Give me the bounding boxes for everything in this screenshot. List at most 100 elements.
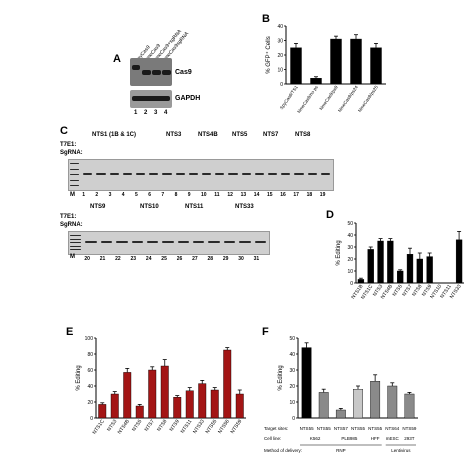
- y-tick-label: 10: [289, 400, 295, 406]
- ladder-band: [70, 238, 82, 240]
- bar: [404, 393, 415, 419]
- bar: [235, 393, 244, 419]
- bar: [98, 404, 107, 419]
- x-tick-label: NTS7: [144, 419, 156, 433]
- gel-band: [162, 240, 174, 243]
- site-label: NTS3: [166, 132, 182, 138]
- x-tick-label: NTS55: [205, 419, 219, 435]
- x-tick-label: NTS56: [217, 419, 231, 435]
- gel-band: [100, 240, 113, 243]
- ladder-band: [70, 245, 82, 247]
- gel-band: [162, 172, 172, 175]
- gel-band: [109, 172, 119, 175]
- y-tick-label: 10: [277, 68, 283, 74]
- gel-band: [254, 172, 264, 175]
- lane-number: 23: [130, 256, 137, 262]
- bar: [416, 258, 423, 284]
- site-label: NTS8: [295, 132, 311, 138]
- bar: [370, 47, 382, 85]
- site-label: NTS11: [185, 204, 204, 210]
- gel-band: [177, 240, 190, 243]
- y-tick-label: 0: [90, 416, 93, 422]
- y-tick-label: 30: [347, 245, 353, 251]
- y-axis-label: % GFP⁺ Cells: [265, 36, 272, 74]
- t7e1-label: T7E1:: [60, 214, 77, 220]
- lane-number: 31: [253, 256, 260, 262]
- marker-label: M: [70, 192, 75, 198]
- cell-line-label: K562: [310, 436, 321, 441]
- lane-number: 7: [161, 192, 165, 198]
- bar: [406, 254, 414, 284]
- gel-band: [241, 172, 251, 175]
- gel-band: [254, 240, 266, 243]
- lane-number: 15: [267, 192, 273, 198]
- x-tick-label: NmeCas9/ps9: [318, 84, 339, 111]
- site-label: NTS5: [232, 132, 248, 138]
- y-tick-label: 0: [350, 281, 353, 287]
- lane-number: 6: [148, 192, 151, 198]
- target-site-label: NTS64: [385, 426, 400, 431]
- bar: [148, 369, 157, 419]
- lane-number: 29: [222, 256, 229, 262]
- chart-f: 0 10 20 30 40 50 % Editing Target sites: Cell li…: [264, 336, 418, 453]
- y-axis-label: % Editing: [76, 365, 82, 390]
- bar: [330, 38, 342, 85]
- y-tick-label: 50: [289, 336, 295, 342]
- lane-number: 17: [293, 192, 299, 198]
- ladder-band: [70, 179, 80, 181]
- ladder-band: [70, 185, 80, 186]
- gel-band: [239, 240, 251, 243]
- lane-number: 5: [135, 192, 138, 198]
- y-tick-label: 30: [289, 368, 295, 374]
- x-tick-label: SpyCas9/TS1: [279, 84, 299, 110]
- x-tick-label: NTS5: [131, 419, 143, 433]
- bar: [173, 396, 182, 419]
- bar: [123, 372, 132, 419]
- x-tick-label: NTS4B: [117, 418, 132, 435]
- x-tick-label: NTS33: [192, 419, 206, 435]
- row-label-target: Target sites:: [264, 426, 288, 431]
- gel-band: [146, 240, 159, 243]
- panel-label-f: F: [262, 326, 269, 338]
- bar: [335, 409, 346, 419]
- blot-band: [132, 96, 170, 101]
- lane-number: 20: [84, 256, 90, 262]
- ladder-band: [70, 235, 82, 236]
- gel-band: [281, 172, 291, 175]
- x-tick-label: NmeCas9/ps24: [337, 84, 359, 113]
- lane-number: 4: [164, 110, 168, 116]
- lane-number: 25: [161, 256, 167, 262]
- marker-label: M: [70, 254, 75, 260]
- t7e1-label: T7E1:: [60, 142, 77, 148]
- y-tick-label: 20: [277, 53, 283, 59]
- ladder-band: [70, 163, 80, 164]
- bar: [318, 392, 329, 419]
- x-tick-label: NmeCas9/no ps: [296, 84, 319, 114]
- gel-band: [307, 172, 317, 175]
- gel-band: [85, 240, 97, 243]
- target-site-label: NTS59: [402, 426, 417, 431]
- y-tick-label: 20: [87, 400, 93, 406]
- y-tick-label: 40: [347, 233, 353, 239]
- lane-number: 2: [95, 192, 99, 198]
- lane-number: 16: [280, 192, 286, 198]
- lane-number: 4: [121, 192, 125, 198]
- cell-line-label: mESC: [386, 436, 400, 441]
- bar: [223, 349, 232, 419]
- lane-number: 14: [253, 192, 260, 198]
- gel-row-1: [68, 159, 334, 191]
- x-tick-label: NTS1C: [92, 418, 107, 435]
- panel-label-a: A: [113, 53, 121, 65]
- y-tick-label: 40: [289, 352, 295, 358]
- method-label: Lentivirus: [391, 448, 411, 453]
- lane-number: 21: [99, 256, 106, 262]
- bar: [377, 240, 384, 284]
- bar: [160, 365, 169, 419]
- gel-band: [202, 172, 212, 175]
- sgrna-label: SgRNA:: [60, 150, 83, 156]
- bar: [135, 405, 144, 419]
- gel-band: [116, 240, 128, 243]
- bar: [353, 389, 363, 419]
